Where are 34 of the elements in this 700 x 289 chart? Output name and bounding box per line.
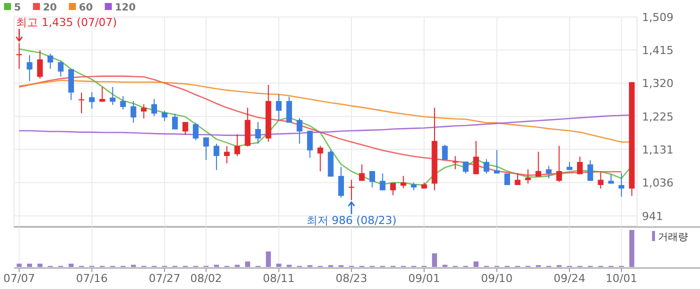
x-tick-label: 07/27: [148, 272, 180, 285]
y-tick-label: 1,225: [642, 110, 674, 124]
bar: [474, 261, 479, 267]
x-tick-label: 08/02: [190, 272, 222, 285]
y-tick-label: 1,509: [642, 11, 674, 24]
legend-label: 120: [114, 2, 136, 14]
x-tick-label: 09/10: [480, 272, 513, 285]
x-tick-label: 07/16: [76, 272, 108, 285]
x-tick-label: 08/11: [262, 272, 295, 285]
y-tick-label: 941: [642, 210, 663, 223]
x-tick-label: 10/01: [606, 272, 638, 285]
bar: [432, 253, 438, 267]
x-tick-label: 08/23: [336, 272, 368, 285]
legend-label: 60: [78, 2, 93, 14]
bar: [276, 264, 282, 267]
y-tick-label: 1,320: [642, 77, 674, 90]
bar: [27, 264, 32, 267]
y-tick-label: 1,415: [642, 44, 674, 57]
bar: [245, 261, 250, 267]
y-tick-label: 1,036: [642, 176, 674, 190]
bar: [266, 251, 271, 267]
bar: [16, 264, 22, 267]
legend-label: 5: [14, 2, 21, 14]
legend-label: 거래량: [658, 232, 688, 243]
bar: [68, 264, 74, 267]
x-tick-label: 07/07: [3, 272, 36, 285]
legend-label: 20: [42, 2, 57, 14]
bar: [37, 264, 42, 267]
y-tick-label: 1,131: [642, 143, 674, 156]
annotation: 최저 986 (08/23): [306, 214, 397, 228]
bar: [629, 230, 634, 267]
annotation: 최고 1,435 (07/07): [16, 16, 117, 29]
x-tick-label: 09/01: [408, 272, 440, 285]
x-tick-label: 09/24: [554, 272, 586, 285]
